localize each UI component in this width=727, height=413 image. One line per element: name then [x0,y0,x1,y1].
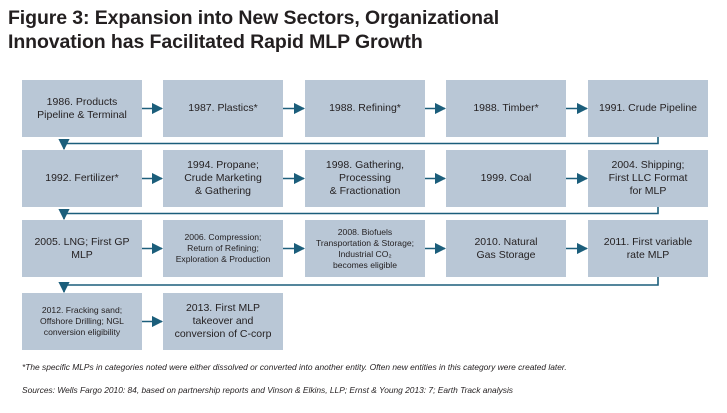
step-box-7: 1994. Propane; Crude Marketing & Gatheri… [163,150,283,207]
step-box-12: 2006. Compression; Return of Refining; E… [163,220,283,277]
step-label-2: 1987. Plastics* [188,102,258,114]
step-box-17: 2013. First MLP takeover and conversion … [163,293,283,350]
step-label-8: 1998. Gathering, Processing & Fractionat… [325,159,405,197]
step-box-3: 1988. Refining* [305,80,425,137]
step-label-9: 1999. Coal [480,172,532,184]
step-label-17: 2013. First MLP takeover and conversion … [174,302,272,340]
step-box-1: 1986. Products Pipeline & Terminal [22,80,142,137]
step-box-4: 1988. Timber* [446,80,566,137]
step-label-12: 2006. Compression; Return of Refining; E… [175,232,271,264]
step-label-11: 2005. LNG; First GP MLP [34,235,130,261]
arrow-15-to-16 [58,277,659,294]
figure-title: Figure 3: Expansion into New Sectors, Or… [8,6,708,54]
step-label-7: 1994. Propane; Crude Marketing & Gatheri… [184,159,262,197]
figure-title-line-2: Innovation has Facilitated Rapid MLP Gro… [8,31,423,53]
step-label-16: 2012. Fracking sand; Offshore Drilling; … [40,305,124,337]
step-label-15: 2011. First variable rate MLP [603,235,693,261]
step-box-6: 1992. Fertilizer* [22,150,142,207]
step-label-14: 2010. Natural Gas Storage [474,235,538,261]
sources-note: Sources: Wells Fargo 2010: 84, based on … [22,385,513,395]
step-label-1: 1986. Products Pipeline & Terminal [37,95,127,121]
step-box-11: 2005. LNG; First GP MLP [22,220,142,277]
arrow-10-to-11 [58,207,659,221]
step-box-14: 2010. Natural Gas Storage [446,220,566,277]
step-box-10: 2004. Shipping; First LLC Format for MLP [588,150,708,207]
step-label-5: 1991. Crude Pipeline [598,102,698,114]
figure-title-line-1: Figure 3: Expansion into New Sectors, Or… [8,7,500,29]
step-box-15: 2011. First variable rate MLP [588,220,708,277]
step-box-5: 1991. Crude Pipeline [588,80,708,137]
arrow-5-to-6 [58,137,659,151]
step-label-6: 1992. Fertilizer* [45,172,119,184]
step-label-3: 1988. Refining* [329,102,401,114]
step-label-13: 2008. Biofuels Transportation & Storage;… [315,226,415,270]
footnote: *The specific MLPs in categories noted w… [22,362,567,372]
step-box-13: 2008. Biofuels Transportation & Storage;… [305,220,425,277]
step-label-4: 1988. Timber* [473,102,539,114]
step-box-2: 1987. Plastics* [163,80,283,137]
step-box-8: 1998. Gathering, Processing & Fractionat… [305,150,425,207]
step-box-9: 1999. Coal [446,150,566,207]
step-box-16: 2012. Fracking sand; Offshore Drilling; … [22,293,142,350]
step-label-10: 2004. Shipping; First LLC Format for MLP [608,159,688,197]
